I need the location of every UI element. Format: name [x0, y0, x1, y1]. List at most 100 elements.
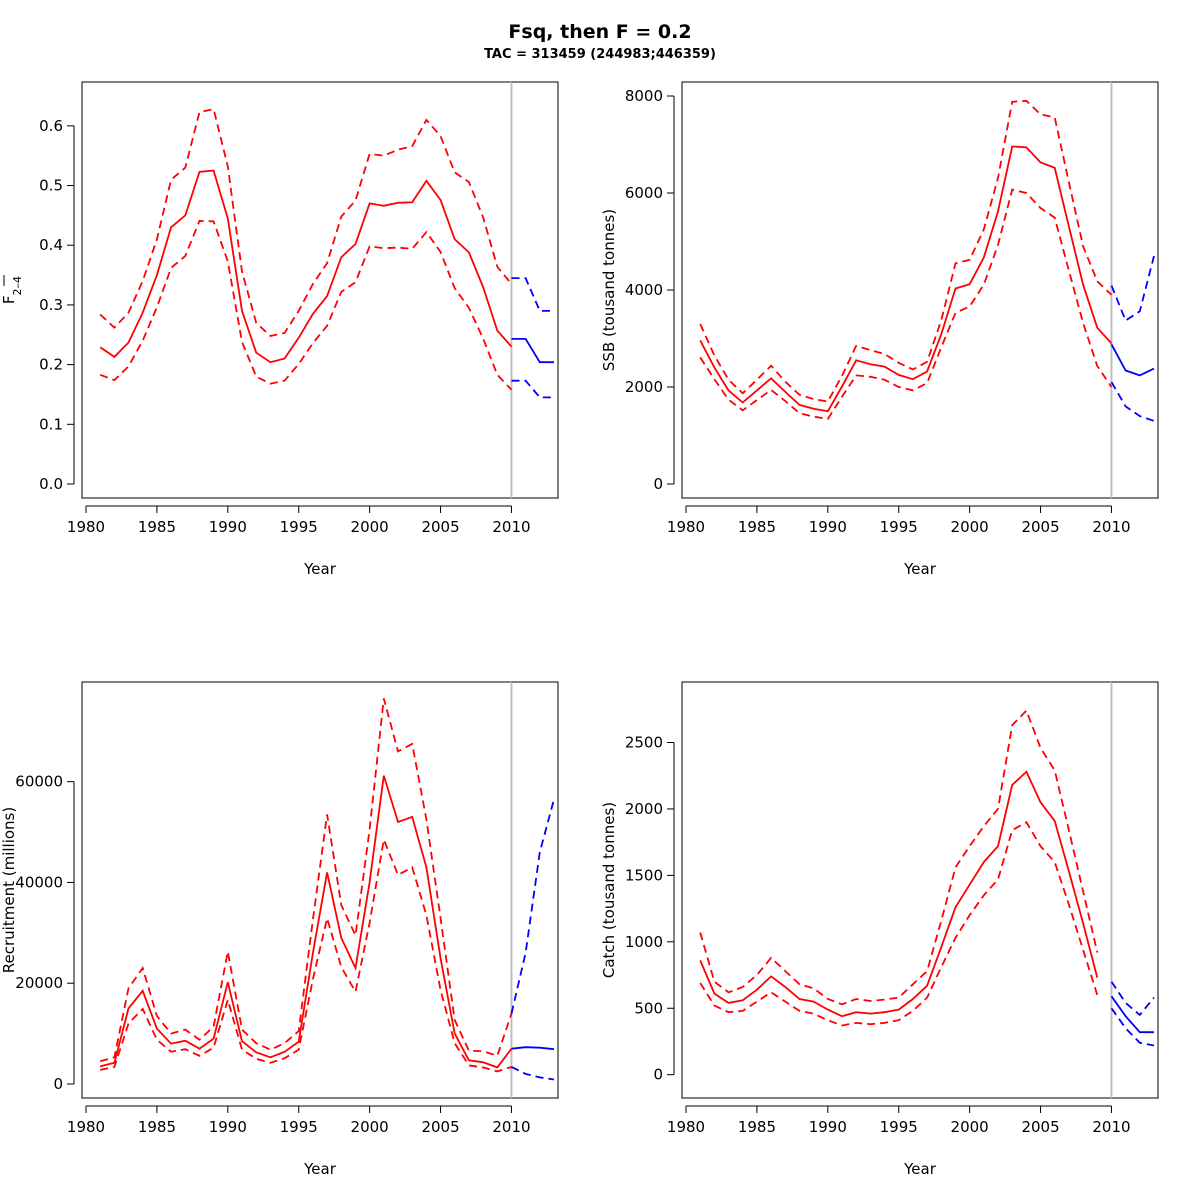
- series-estimate-line: [699, 145, 1113, 413]
- y-tick-label: 2000: [625, 378, 663, 396]
- x-tick-label: 2010: [492, 1118, 530, 1136]
- x-tick-label: 1995: [880, 1118, 918, 1136]
- x-tick-label: 2005: [421, 1118, 459, 1136]
- y-tick-label: 500: [634, 999, 663, 1017]
- y-tick-label: 1000: [625, 933, 663, 951]
- panel-catch: 1980 1985 1990 1995 2000 2005 2010 Year 0 500 1000…: [600, 681, 1159, 1178]
- x-tick-label: 1985: [738, 518, 776, 536]
- x-tick-label: 1990: [209, 1118, 247, 1136]
- y-axis-label: Recruitment (millions): [0, 807, 18, 973]
- series-lower-line: [699, 820, 1099, 1027]
- x-tick-label: 1990: [209, 518, 247, 536]
- y-tick-label: 1500: [625, 866, 663, 884]
- y-tick-label: 0.0: [39, 475, 63, 493]
- panel-recruitment: 1980 1985 1990 1995 2000 2005 2010 Year 0 20000 40…: [0, 681, 559, 1178]
- x-tick-label: 2010: [1092, 1118, 1130, 1136]
- x-tick-label: 1985: [138, 518, 176, 536]
- plot-frame: [681, 681, 1159, 1099]
- x-tick-label: 1985: [138, 1118, 176, 1136]
- forecast-lower-line: [511, 1066, 555, 1081]
- y-tick-label: 2500: [625, 734, 663, 752]
- x-axis-label: Year: [303, 1160, 337, 1178]
- y-axis: 0.00.10.20.30.40.50.6F2–4: [0, 117, 75, 493]
- y-tick-label: 0.3: [39, 296, 63, 314]
- x-tick-label: 1985: [738, 1118, 776, 1136]
- y-tick-label: 20000: [15, 974, 63, 992]
- x-tick-label: 2000: [951, 518, 989, 536]
- forecast-lower-line: [511, 379, 554, 399]
- x-tick-label: 1990: [809, 518, 847, 536]
- x-tick-label: 2010: [492, 518, 530, 536]
- chart-title: Fsq, then F = 0.2: [508, 21, 692, 43]
- y-axis-label: Catch (tousand tonnes): [600, 802, 618, 978]
- x-axis: 1980 1985 1990 1995 2000 2005 2010 Year: [67, 1105, 531, 1178]
- y-axis-label: SSB (tousand tonnes): [600, 209, 618, 371]
- x-tick-label: 1980: [667, 1118, 705, 1136]
- x-tick-label: 1980: [67, 518, 105, 536]
- y-tick-label: 8000: [625, 87, 663, 105]
- x-axis-label: Year: [303, 560, 337, 578]
- forecast-lower-line: [1110, 1007, 1155, 1047]
- series-estimate-line: [99, 169, 513, 364]
- y-axis: 0 20000 40000 60000 Recruitment (millions): [0, 773, 75, 1093]
- series-upper-line: [99, 108, 513, 337]
- series-estimate-line: [99, 775, 513, 1069]
- x-tick-label: 1980: [67, 1118, 105, 1136]
- series-estimate-line: [699, 770, 1099, 1018]
- y-tick-label: 0: [653, 1066, 663, 1084]
- x-axis: 1980 1985 1990 1995 2000 2005 2010 Year: [667, 505, 1131, 578]
- y-tick-label: 0.6: [39, 117, 63, 135]
- y-tick-label: 6000: [625, 184, 663, 202]
- forecast-estimate-line: [511, 337, 554, 364]
- plot-frame: [81, 81, 559, 499]
- x-tick-label: 2010: [1092, 518, 1130, 536]
- y-tick-label: 0.2: [39, 356, 63, 374]
- y-tick-label: 0.4: [39, 236, 63, 254]
- x-tick-label: 1995: [280, 1118, 318, 1136]
- y-axis-label-subscript: 2–4: [11, 276, 24, 296]
- x-tick-label: 2005: [1021, 1118, 1059, 1136]
- forecast-estimate-line: [1110, 343, 1155, 377]
- series-upper-line: [699, 99, 1113, 403]
- forecast-upper-line: [510, 799, 555, 1014]
- y-tick-label: 40000: [15, 873, 63, 891]
- x-tick-label: 2000: [351, 1118, 389, 1136]
- x-tick-label: 1990: [809, 1118, 847, 1136]
- plot-frame: [681, 81, 1159, 499]
- series-upper-line: [99, 698, 513, 1063]
- x-tick-label: 2005: [421, 518, 459, 536]
- series-lower-line: [100, 836, 512, 1073]
- x-axis-label: Year: [903, 560, 937, 578]
- forecast-upper-line: [1110, 255, 1155, 322]
- y-tick-label: 60000: [15, 773, 63, 791]
- forecast-upper-line: [511, 277, 554, 312]
- y-axis: 0 500 1000 1500 2000 2500 Catch (tousand tonne…: [600, 734, 675, 1084]
- series-upper-line: [699, 708, 1099, 1006]
- x-tick-label: 2000: [951, 1118, 989, 1136]
- y-tick-label: 0.5: [39, 177, 63, 195]
- chart-subtitle: TAC = 313459 (244983;446359): [484, 47, 716, 62]
- series-lower-line: [99, 219, 513, 391]
- x-tick-label: 2005: [1021, 518, 1059, 536]
- x-tick-label: 2000: [351, 518, 389, 536]
- x-axis-label: Year: [903, 1160, 937, 1178]
- panel-f: 1980 1985 1990 1995 2000 2005 2010 Year 0.0 0.1 0.…: [0, 81, 559, 578]
- y-tick-label: 0: [653, 475, 663, 493]
- y-tick-label: 2000: [625, 800, 663, 818]
- y-tick-label: 0.1: [39, 415, 63, 433]
- panel-ssb: 1980 1985 1990 1995 2000 2005 2010 Year 0 2000 400…: [600, 81, 1159, 578]
- forecast-estimate-line: [511, 1046, 555, 1051]
- series-lower-line: [699, 188, 1113, 420]
- forecast-lower-line: [1110, 381, 1155, 422]
- x-axis: 1980 1985 1990 1995 2000 2005 2010 Year: [667, 1105, 1131, 1178]
- x-tick-label: 1995: [280, 518, 318, 536]
- x-tick-label: 1995: [880, 518, 918, 536]
- y-tick-label: 4000: [625, 281, 663, 299]
- forecast-estimate-line: [1110, 995, 1154, 1034]
- forecast-upper-line: [1110, 981, 1155, 1017]
- y-tick-label: 0: [53, 1075, 63, 1093]
- x-axis: 1980 1985 1990 1995 2000 2005 2010 Year: [67, 505, 531, 578]
- y-axis: 0 2000 4000 6000 8000 SSB (tousand tonnes): [600, 87, 675, 493]
- plot-frame: [81, 681, 559, 1099]
